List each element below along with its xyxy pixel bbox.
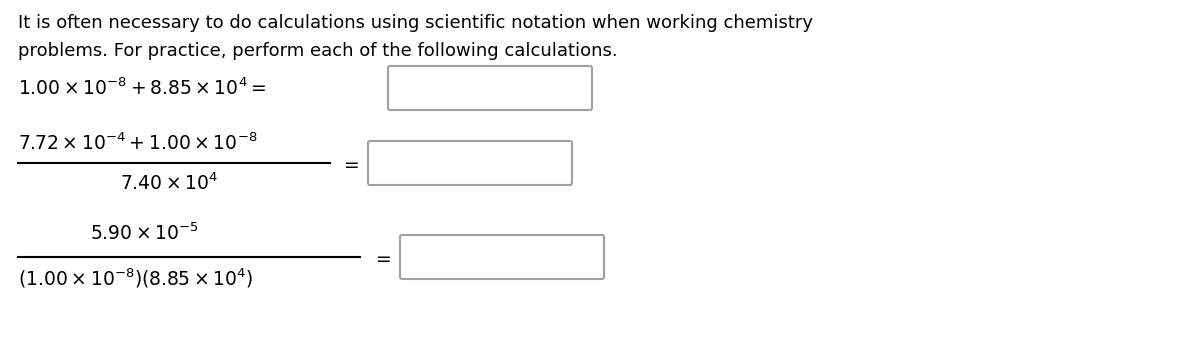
FancyBboxPatch shape [400, 235, 604, 279]
Text: $7.72 \times 10^{-4} + 1.00 \times 10^{-8}$: $7.72 \times 10^{-4} + 1.00 \times 10^{-… [18, 132, 258, 154]
Text: $=$: $=$ [340, 153, 360, 172]
Text: It is often necessary to do calculations using scientific notation when working : It is often necessary to do calculations… [18, 14, 814, 32]
Text: $5.90 \times 10^{-5}$: $5.90 \times 10^{-5}$ [90, 222, 199, 244]
Text: $7.40 \times 10^{4}$: $7.40 \times 10^{4}$ [120, 172, 218, 194]
Text: $\left(1.00 \times 10^{-8}\right)\left(8.85 \times 10^{4}\right)$: $\left(1.00 \times 10^{-8}\right)\left(8… [18, 266, 253, 290]
FancyBboxPatch shape [388, 66, 592, 110]
Text: $=$: $=$ [372, 247, 391, 267]
FancyBboxPatch shape [368, 141, 572, 185]
Text: $1.00 \times 10^{-8} + 8.85 \times 10^{4} =$: $1.00 \times 10^{-8} + 8.85 \times 10^{4… [18, 77, 266, 99]
Text: problems. For practice, perform each of the following calculations.: problems. For practice, perform each of … [18, 42, 618, 60]
